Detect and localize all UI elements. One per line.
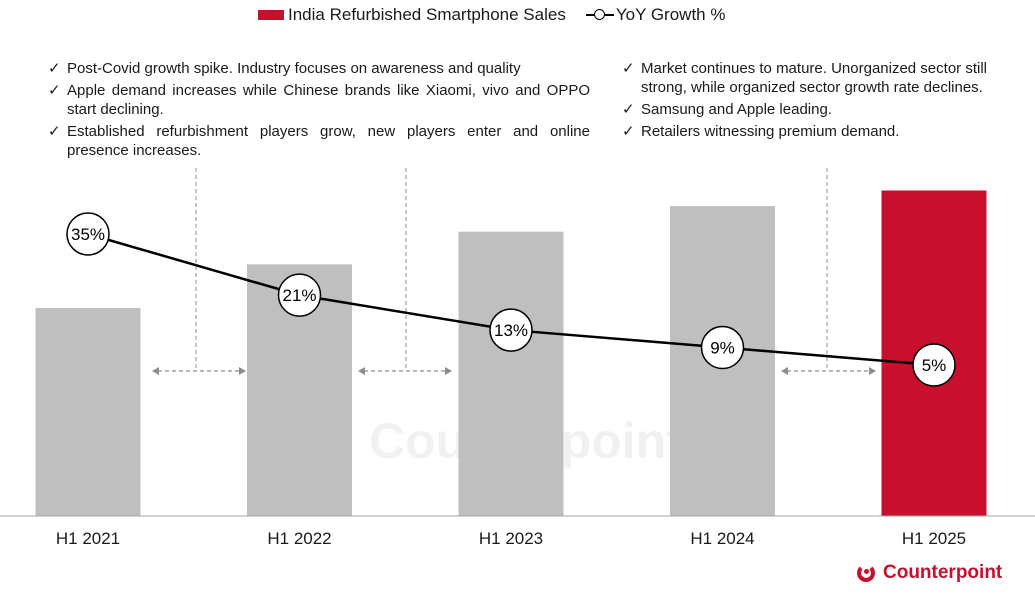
x-tick-label: H1 2024 bbox=[690, 529, 754, 548]
growth-point bbox=[912, 343, 956, 387]
arrow-head-right-icon bbox=[869, 367, 876, 375]
annotation-item: Market continues to mature. Unorganized … bbox=[622, 59, 1000, 97]
legend-swatch-sales bbox=[258, 10, 284, 20]
annotation-right: Market continues to mature. Unorganized … bbox=[622, 59, 1000, 144]
legend-label-sales: India Refurbished Smartphone Sales bbox=[288, 5, 566, 24]
growth-point bbox=[66, 212, 110, 256]
growth-data-label: 21% bbox=[282, 286, 316, 305]
bar-h1-2021 bbox=[35, 308, 141, 516]
arrow-head-left-icon bbox=[152, 367, 159, 375]
annotation-left: Post-Covid growth spike. Industry focuse… bbox=[48, 59, 590, 163]
bar-h1-2023 bbox=[458, 231, 564, 516]
legend: India Refurbished Smartphone Sales YoY G… bbox=[258, 5, 725, 25]
x-tick-label: H1 2021 bbox=[56, 529, 120, 548]
growth-data-label: 9% bbox=[710, 339, 735, 358]
arrow-head-right-icon bbox=[239, 367, 246, 375]
growth-data-label: 13% bbox=[494, 321, 528, 340]
annotation-item: Samsung and Apple leading. bbox=[622, 100, 1000, 119]
legend-label-growth: YoY Growth % bbox=[615, 5, 726, 24]
growth-point bbox=[277, 273, 322, 317]
arrow-head-left-icon bbox=[781, 367, 788, 375]
x-tick-label: H1 2022 bbox=[267, 529, 331, 548]
logo-text: Counterpoint bbox=[883, 562, 1003, 583]
growth-data-label: 5% bbox=[922, 356, 947, 375]
growth-point bbox=[489, 308, 533, 352]
annotation-item: Retailers witnessing premium demand. bbox=[622, 122, 1000, 141]
arrow-head-right-icon bbox=[445, 367, 452, 375]
legend-line-marker-icon bbox=[585, 9, 614, 21]
x-tick-label: H1 2025 bbox=[902, 529, 966, 548]
annotation-item: Apple demand increases while Chinese bra… bbox=[48, 81, 590, 119]
annotation-item: Established refurbishment players grow, … bbox=[48, 122, 590, 160]
annotation-item: Post-Covid growth spike. Industry focuse… bbox=[48, 59, 590, 78]
arrow-head-left-icon bbox=[358, 367, 365, 375]
growth-data-label: 35% bbox=[71, 225, 105, 244]
logo-icon bbox=[857, 564, 875, 582]
growth-point bbox=[700, 325, 745, 370]
x-tick-label: H1 2023 bbox=[479, 529, 543, 548]
counterpoint-logo: Counterpoint bbox=[857, 562, 1002, 584]
